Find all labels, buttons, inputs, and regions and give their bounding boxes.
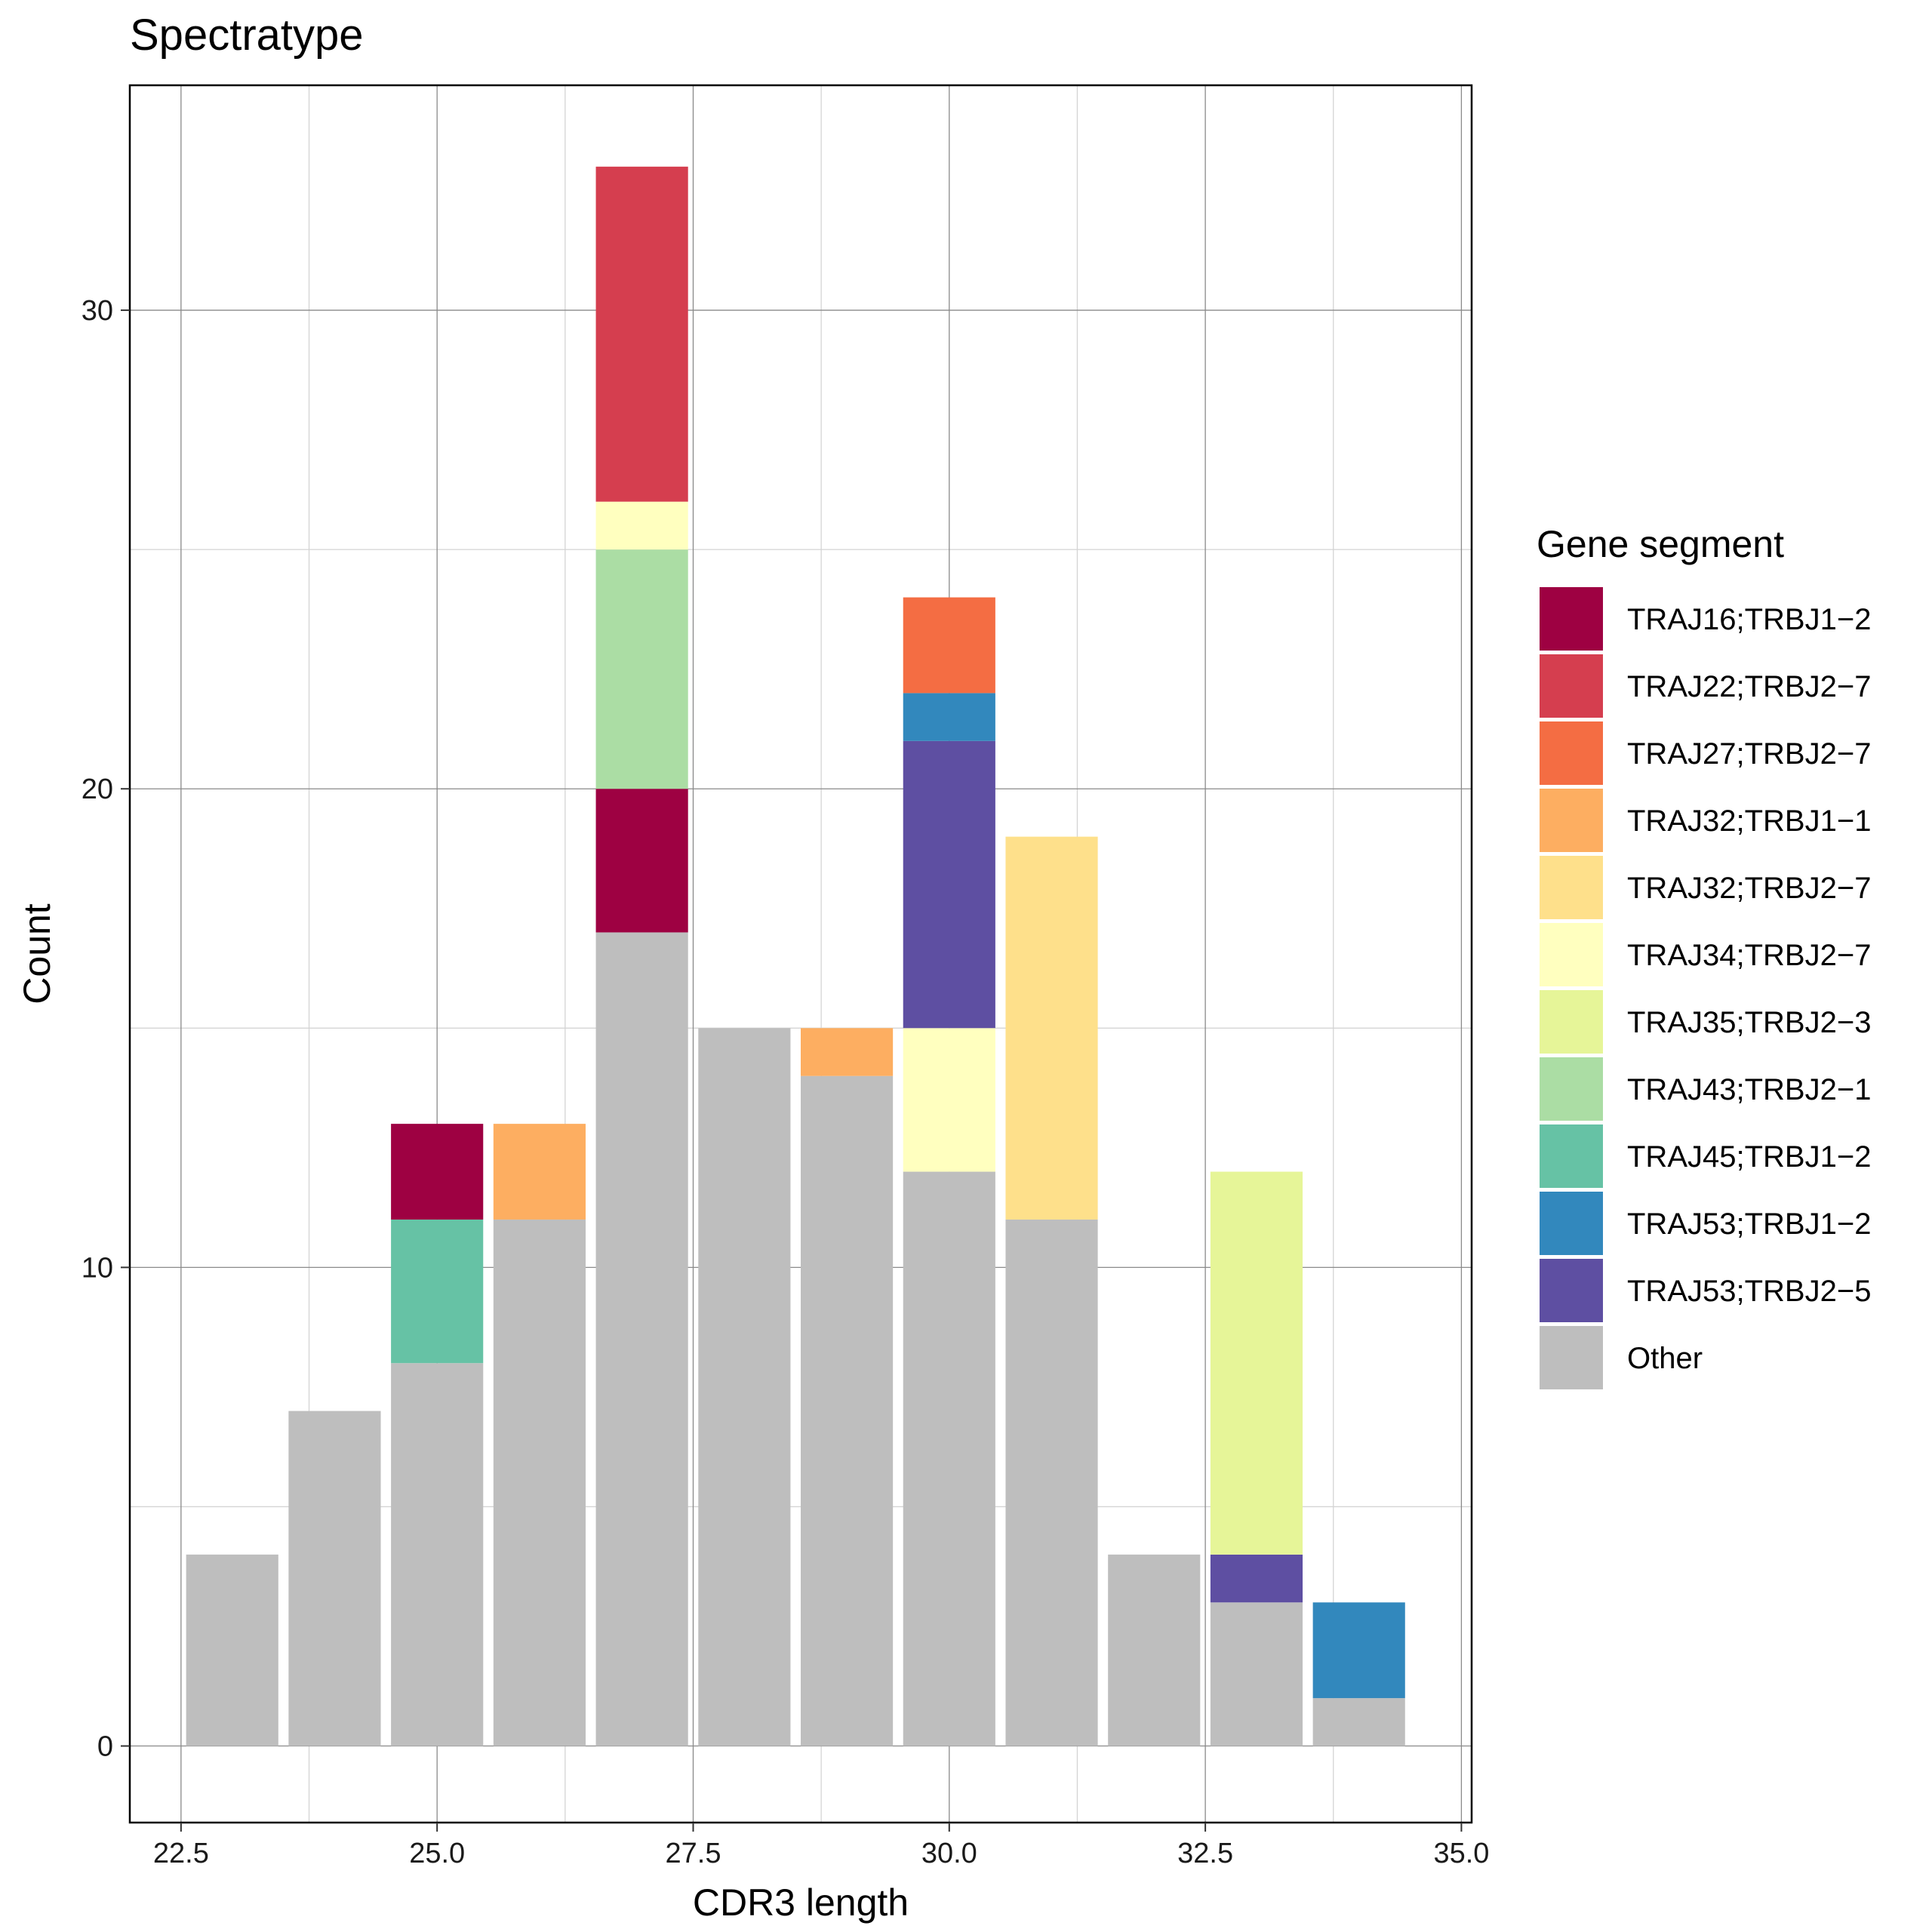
bar-segment <box>391 1219 484 1364</box>
bar-segment <box>1210 1171 1303 1555</box>
y-axis-title: Count <box>16 903 58 1004</box>
bar-segment <box>288 1411 381 1746</box>
legend-label: TRAJ27;TRBJ2−7 <box>1627 737 1871 771</box>
bar-segment <box>1312 1698 1405 1746</box>
legend-label: Other <box>1627 1342 1703 1375</box>
legend-label: TRAJ16;TRBJ1−2 <box>1627 603 1871 636</box>
legend-label: TRAJ53;TRBJ2−5 <box>1627 1275 1871 1308</box>
bar-segment <box>698 1028 791 1746</box>
legend-label: TRAJ32;TRBJ2−7 <box>1627 872 1871 905</box>
bar-segment <box>595 549 688 789</box>
legend-key <box>1540 1192 1603 1255</box>
legend-key <box>1540 1057 1603 1121</box>
bar-segment <box>595 501 688 550</box>
x-tick-label: 22.5 <box>153 1838 209 1869</box>
bar-segment <box>1210 1554 1303 1603</box>
legend-label: TRAJ32;TRBJ1−1 <box>1627 804 1871 838</box>
bar-segment <box>493 1219 586 1746</box>
y-tick-label: 10 <box>82 1252 113 1284</box>
legend-label: TRAJ35;TRBJ2−3 <box>1627 1006 1871 1039</box>
y-tick-label: 0 <box>97 1731 113 1763</box>
x-tick-label: 30.0 <box>921 1838 977 1869</box>
legend: Gene segment TRAJ16;TRBJ1−2 TRAJ22;TRBJ2−… <box>1537 523 1871 1389</box>
legend-key <box>1540 990 1603 1054</box>
legend-key <box>1540 587 1603 651</box>
legend-key <box>1540 1259 1603 1322</box>
chart-title: Spectratype <box>130 11 364 60</box>
x-tick-label: 35.0 <box>1433 1838 1489 1869</box>
bar-segment <box>595 789 688 933</box>
legend-key <box>1540 721 1603 785</box>
bar-segment <box>1210 1602 1303 1746</box>
bar-segment <box>903 597 995 694</box>
legend-label: TRAJ53;TRBJ1−2 <box>1627 1208 1871 1241</box>
legend-title: Gene segment <box>1537 523 1784 565</box>
plot-panel-border <box>128 84 1473 1824</box>
legend-key <box>1540 654 1603 718</box>
bar-segment <box>903 1028 995 1172</box>
x-axis-title: CDR3 length <box>693 1881 909 1924</box>
bar-segment <box>391 1124 484 1220</box>
legend-label: TRAJ43;TRBJ2−1 <box>1627 1073 1871 1106</box>
y-tick-label: 30 <box>82 295 113 327</box>
bar-segment <box>1005 836 1098 1220</box>
legend-key <box>1540 856 1603 919</box>
bar-segment <box>903 1171 995 1746</box>
bar-segment <box>186 1554 278 1746</box>
bar-segment <box>903 740 995 1029</box>
bar-segment <box>1005 1219 1098 1746</box>
x-tick-label: 25.0 <box>409 1838 465 1869</box>
legend-label: TRAJ34;TRBJ2−7 <box>1627 939 1871 972</box>
y-tick-label: 20 <box>82 774 113 805</box>
bar-segment <box>801 1075 894 1746</box>
legend-key <box>1540 923 1603 986</box>
bars <box>186 166 1405 1746</box>
bar-segment <box>391 1363 484 1746</box>
x-tick-label: 27.5 <box>666 1838 721 1869</box>
bar-segment <box>1312 1602 1405 1699</box>
legend-label: TRAJ22;TRBJ2−7 <box>1627 670 1871 703</box>
legend-key <box>1540 1326 1603 1389</box>
bar-segment <box>493 1124 586 1220</box>
axes: 22.5 25.0 27.5 30.0 32.5 35.0 0 10 20 30 <box>82 295 1490 1869</box>
bar-segment <box>595 166 688 502</box>
legend-key <box>1540 789 1603 852</box>
bar-segment <box>1108 1554 1201 1746</box>
legend-key <box>1540 1124 1603 1188</box>
legend-label: TRAJ45;TRBJ1−2 <box>1627 1140 1871 1174</box>
bar-segment <box>903 693 995 741</box>
x-tick-label: 32.5 <box>1177 1838 1233 1869</box>
bar-segment <box>801 1028 894 1076</box>
bar-segment <box>595 932 688 1746</box>
